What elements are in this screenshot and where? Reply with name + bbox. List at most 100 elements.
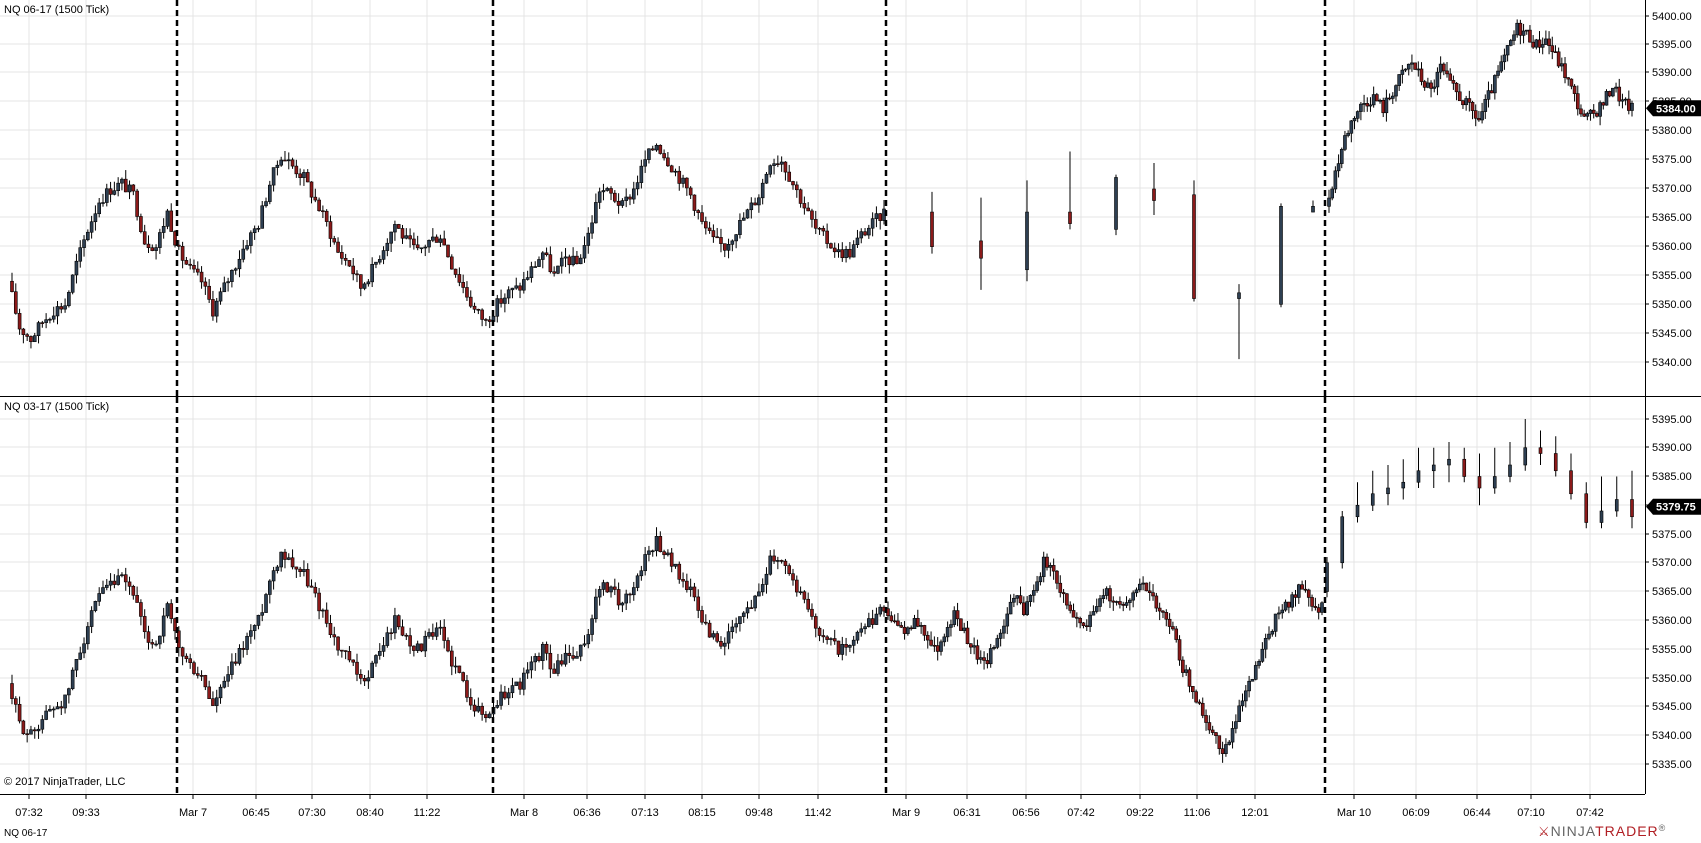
candle-down: [17, 704, 22, 722]
candle-down: [461, 672, 465, 681]
candle-down: [294, 566, 299, 570]
candle-down: [1601, 102, 1606, 106]
candle-down: [180, 246, 185, 261]
candle-down: [40, 322, 45, 324]
candle-up: [78, 652, 83, 660]
candle-down: [472, 305, 477, 310]
candle-up: [757, 197, 761, 206]
candle-up: [764, 573, 769, 585]
candle-up: [374, 261, 378, 265]
candle-up: [1598, 102, 1602, 117]
candle-up: [1435, 71, 1440, 88]
candle-up: [631, 188, 636, 200]
candle-down: [567, 652, 572, 656]
candle-up: [222, 680, 227, 688]
candle-down: [404, 634, 409, 637]
ninjatrader-logo: ⚔NINJATRADER®: [1538, 823, 1667, 839]
candle-down: [169, 210, 174, 232]
candle-up: [1035, 581, 1039, 591]
candle-up: [1031, 590, 1036, 596]
candle-up: [874, 613, 879, 625]
candle-up: [370, 264, 374, 283]
candle-down: [518, 681, 522, 690]
price-tick-label: 5385.00: [1652, 471, 1692, 483]
price-tick-label: 5365.00: [1652, 212, 1692, 224]
candle-down: [791, 573, 795, 581]
candle-down: [685, 580, 689, 590]
candle-up: [1279, 206, 1283, 305]
candle-up: [582, 245, 587, 259]
candle-down: [328, 623, 333, 635]
time-tick-label: 09:48: [745, 807, 773, 819]
candle-down: [935, 645, 940, 652]
candle-up: [63, 305, 67, 310]
candle-up: [844, 248, 848, 259]
candle-up: [222, 282, 227, 293]
candle-down: [192, 265, 196, 270]
candle-down: [408, 235, 412, 240]
candle-up: [1260, 648, 1265, 662]
candle-up: [1355, 111, 1360, 119]
candle-up: [1280, 609, 1285, 614]
candle-down: [1081, 622, 1086, 627]
candle-up: [1346, 132, 1350, 136]
candle-up: [252, 625, 257, 631]
candle-down: [791, 181, 795, 186]
time-tick-label: Mar 7: [179, 807, 207, 819]
candle-up: [44, 319, 48, 323]
price-tick-label: 5375.00: [1652, 154, 1692, 166]
instrument-tab[interactable]: NQ 06-17: [4, 828, 48, 839]
candle-down: [719, 237, 723, 244]
candle-down: [916, 618, 920, 627]
candle-up: [230, 661, 234, 675]
candle-up: [230, 269, 234, 282]
candle-down: [1591, 109, 1596, 114]
candle-up: [859, 231, 864, 239]
candle-down: [298, 568, 302, 572]
candle-up: [525, 277, 530, 280]
candle-down: [753, 202, 757, 206]
candle-up: [1505, 45, 1510, 56]
candle-up: [495, 705, 500, 708]
candle-up: [1502, 54, 1507, 63]
candle-down: [13, 698, 18, 705]
candle-down: [1068, 604, 1073, 611]
candle-up: [1611, 87, 1615, 97]
candle-down: [806, 598, 810, 610]
candle-down: [772, 555, 776, 562]
candle-up: [1585, 113, 1590, 117]
candle-up: [597, 589, 602, 598]
candle-up: [366, 281, 371, 285]
candle-up: [1416, 68, 1421, 71]
candle-down: [658, 144, 663, 154]
candle-down: [715, 633, 719, 642]
candle-down: [457, 274, 462, 283]
candle-down: [965, 627, 970, 645]
candle-down: [1579, 108, 1583, 115]
candle-up: [165, 603, 170, 617]
candle-down: [362, 678, 367, 682]
candle-up: [1394, 85, 1398, 97]
candle-up: [1327, 197, 1331, 207]
time-tick-label: 06:44: [1463, 807, 1491, 819]
candle-down: [1553, 51, 1558, 54]
candle-up: [419, 247, 424, 250]
candle-down: [233, 661, 238, 664]
candle-down: [798, 189, 803, 204]
candle-up: [393, 224, 397, 233]
candle-up: [1368, 104, 1373, 107]
candle-up: [878, 606, 883, 615]
candle-down: [552, 668, 556, 674]
candle-down: [1071, 610, 1076, 618]
candle-up: [575, 655, 579, 659]
candle-up: [624, 593, 628, 604]
candle-up: [104, 584, 109, 588]
candle-up: [776, 560, 780, 562]
candle-up: [726, 631, 731, 644]
candle-down: [195, 673, 200, 676]
candle-up: [423, 635, 428, 652]
candle-down: [480, 309, 484, 320]
candle-down: [192, 662, 196, 674]
candle-down: [146, 243, 151, 249]
